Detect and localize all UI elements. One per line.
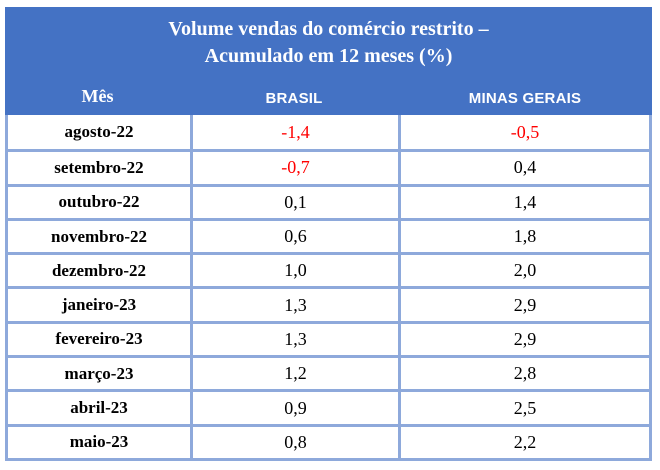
minas-gerais-value-cell: 2,8 <box>398 358 649 390</box>
minas-gerais-value-cell: 2,2 <box>398 426 649 458</box>
table-title-line2: Acumulado em 12 meses (%) <box>204 45 453 67</box>
table-row: dezembro-22 1,0 2,0 <box>8 252 649 287</box>
brasil-value-cell: -0,7 <box>190 152 398 184</box>
month-cell: novembro-22 <box>50 226 147 246</box>
table-row: abril-23 0,9 2,5 <box>8 389 649 424</box>
minas-gerais-value-cell: 2,9 <box>398 289 649 321</box>
table-row: maio-23 0,8 2,2 <box>8 423 649 458</box>
column-header-brasil: BRASIL <box>265 90 323 107</box>
brasil-value-cell: 0,9 <box>190 392 398 424</box>
brasil-value-cell: 0,1 <box>190 186 398 218</box>
month-cell: abril-23 <box>70 398 128 418</box>
minas-gerais-value-cell: 0,4 <box>398 152 649 184</box>
brasil-value-cell: 0,8 <box>190 426 398 458</box>
table-title-line1: Volume vendas do comércio restrito – <box>168 18 489 40</box>
table-row: fevereiro-23 1,3 2,9 <box>8 320 649 356</box>
table-row: setembro-22 -0,7 0,4 <box>8 149 649 184</box>
month-cell: dezembro-22 <box>51 260 147 280</box>
month-cell: agosto-22 <box>64 122 134 142</box>
table-title: Volume vendas do comércio restrito – Acu… <box>5 16 652 70</box>
table-row: agosto-22 -1,4 -0,5 <box>8 115 649 150</box>
minas-gerais-value-cell: 2,0 <box>398 255 649 287</box>
column-header-minas-gerais: MINAS GERAIS <box>468 90 582 107</box>
month-cell: março-23 <box>64 363 134 383</box>
brasil-value-cell: 1,3 <box>190 289 398 321</box>
month-cell: outubro-22 <box>58 192 140 212</box>
month-cell: setembro-22 <box>54 157 144 177</box>
table-row: janeiro-23 1,3 2,9 <box>8 286 649 321</box>
table-row: outubro-22 0,1 1,4 <box>8 183 649 218</box>
minas-gerais-value-cell: 1,8 <box>398 220 649 253</box>
month-cell: maio-23 <box>69 432 129 452</box>
table-body: agosto-22 -1,4 -0,5 setembro-22 -0,7 0,4… <box>5 115 652 461</box>
column-headers: Mês BRASIL MINAS GERAIS <box>5 86 652 107</box>
month-cell: janeiro-23 <box>61 295 137 315</box>
minas-gerais-value-cell: 2,5 <box>398 392 649 424</box>
month-cell: fevereiro-23 <box>55 329 143 349</box>
table-header-band: Volume vendas do comércio restrito – Acu… <box>5 7 652 115</box>
minas-gerais-value-cell: -0,5 <box>398 115 649 150</box>
column-header-mes: Mês <box>81 86 114 106</box>
sales-volume-table: Volume vendas do comércio restrito – Acu… <box>5 7 652 461</box>
minas-gerais-value-cell: 1,4 <box>398 186 649 218</box>
brasil-value-cell: 0,6 <box>190 220 398 253</box>
brasil-value-cell: 1,2 <box>190 358 398 390</box>
brasil-value-cell: 1,3 <box>190 323 398 356</box>
table-row: novembro-22 0,6 1,8 <box>8 217 649 253</box>
table-row: março-23 1,2 2,8 <box>8 355 649 390</box>
brasil-value-cell: -1,4 <box>190 115 398 150</box>
brasil-value-cell: 1,0 <box>190 255 398 287</box>
minas-gerais-value-cell: 2,9 <box>398 323 649 356</box>
